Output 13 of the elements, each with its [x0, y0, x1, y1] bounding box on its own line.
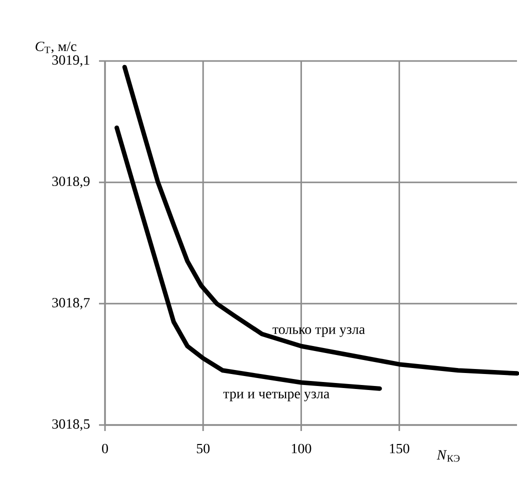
- series-label: только три узла: [272, 327, 365, 337]
- series-label: три и четыре узла: [223, 392, 330, 402]
- y-tick-label: 3018,7: [52, 298, 90, 310]
- x-tick-label: 50: [196, 444, 210, 454]
- x-tick-label: 150: [390, 444, 410, 454]
- y-tick-label: 3018,9: [52, 176, 90, 188]
- y-tick-label: 3018,5: [52, 419, 90, 431]
- x-tick-label: 0: [102, 444, 108, 454]
- x-axis-title: N$_{КЭ}$: [436, 450, 460, 462]
- x-tick-label: 100: [292, 444, 312, 454]
- y-tick-label: 3019,1: [52, 55, 90, 67]
- line-series: [122, 64, 519, 376]
- y-axis-title: C$_{T}$, м/с: [36, 42, 76, 54]
